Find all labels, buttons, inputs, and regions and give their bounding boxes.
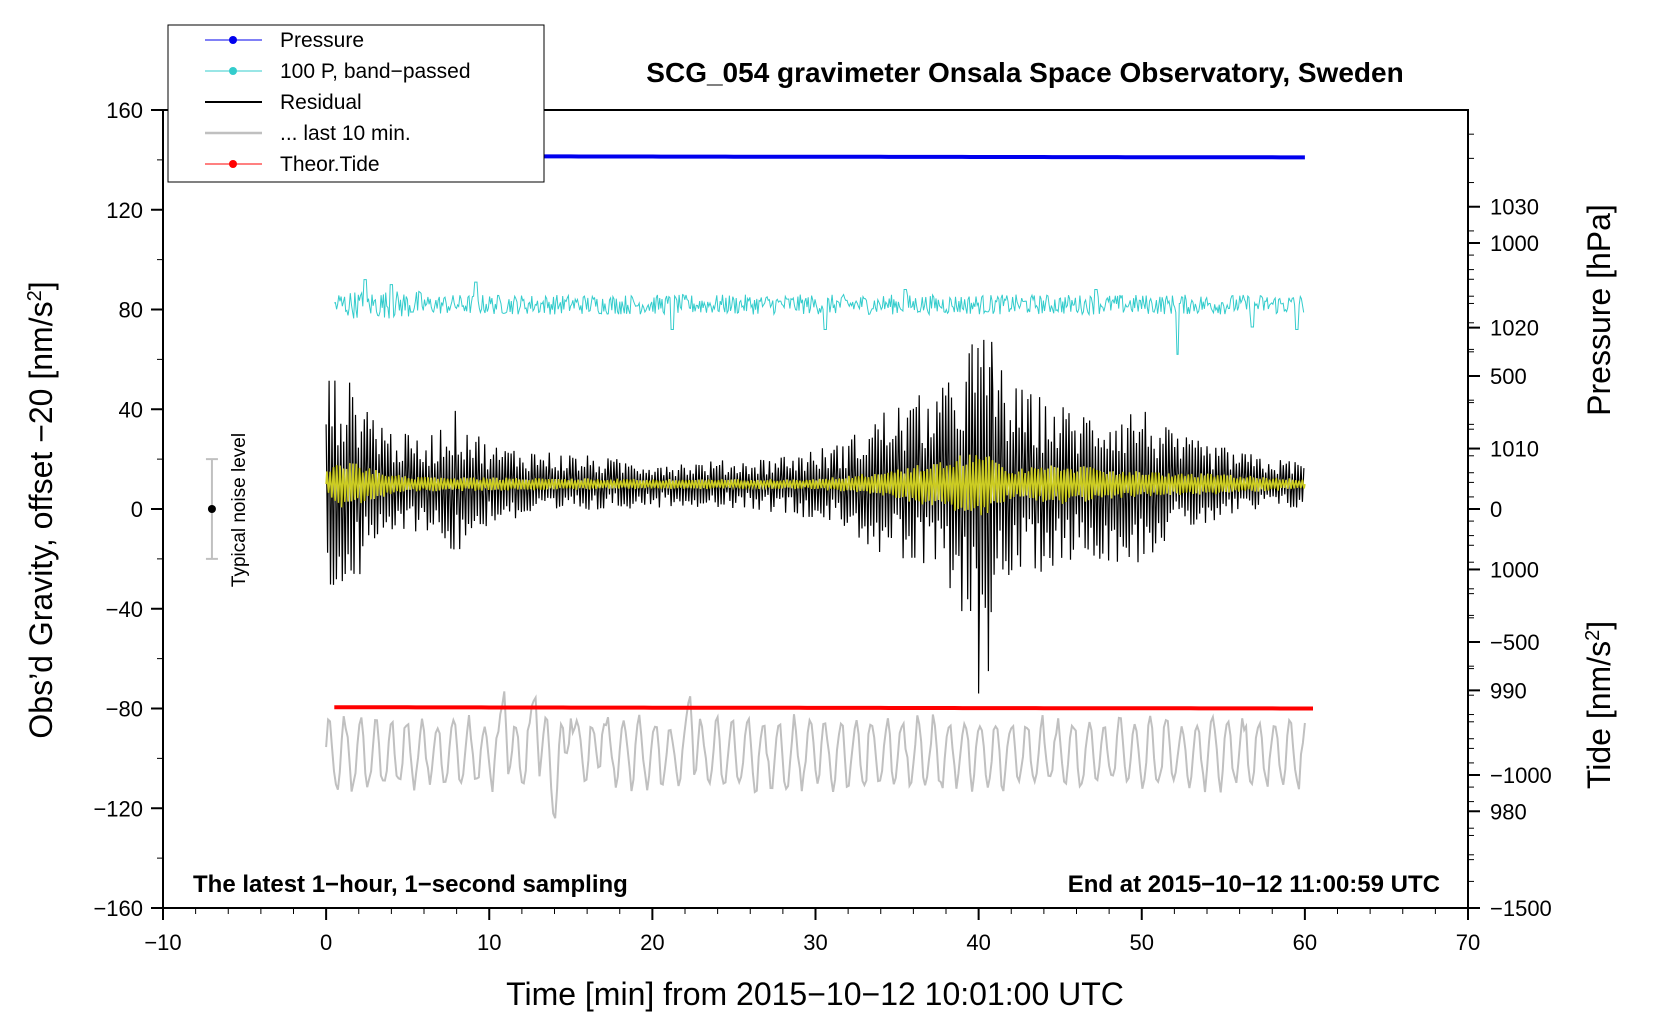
y-axis-tide: 1000 500 0 −500 −1000 −1500 <box>1468 231 1552 921</box>
pressure-tick-label: 1030 <box>1490 195 1539 220</box>
y-axis-left-label-close: ] <box>23 281 59 290</box>
chart-title: SCG_054 gravimeter Onsala Space Observat… <box>646 57 1403 88</box>
pressure-tick-label: 1010 <box>1490 437 1539 462</box>
pressure-tick-label: 990 <box>1490 678 1527 703</box>
annotation-bottom-right: End at 2015−10−12 11:00:59 UTC <box>1068 871 1440 898</box>
y-axis-left: 160 120 80 40 0 −40 −80 −120 −160 <box>93 98 163 921</box>
legend-label: Theor.Tide <box>280 153 380 176</box>
x-axis-label: Time [min] from 2015−10−12 10:01:00 UTC <box>506 976 1124 1012</box>
series-filtered <box>325 454 1306 516</box>
tide-tick-label: 1000 <box>1490 231 1539 256</box>
tide-axis-label-sup: 2 <box>1582 630 1604 641</box>
y-tick-label: 80 <box>119 298 143 323</box>
series-layer <box>325 154 1313 819</box>
y-tick-label: −120 <box>93 796 143 821</box>
y-axis-left-label-text: Obs’d Gravity, offset −20 [nm/s <box>23 301 59 738</box>
pressure-tick-label: 980 <box>1490 799 1527 824</box>
series-band-passed-pressure <box>334 279 1305 355</box>
noise-bar-center <box>207 505 216 513</box>
y-tick-label: 40 <box>119 397 143 422</box>
tide-tick-label: 0 <box>1490 497 1502 522</box>
legend-box <box>167 24 545 183</box>
x-tick-label: 40 <box>966 930 990 955</box>
x-tick-label: 10 <box>477 930 501 955</box>
tide-axis-label-text: Tide [nm/s <box>1581 641 1617 789</box>
tide-tick-label: −1500 <box>1490 896 1552 921</box>
y-tick-label: 160 <box>106 98 143 123</box>
x-axis: −10 0 10 20 30 40 50 60 70 <box>144 908 1480 955</box>
noise-level-label: Typical noise level <box>229 433 250 587</box>
pressure-tick-label: 1000 <box>1490 557 1539 582</box>
y-axis-left-label-sup: 2 <box>24 290 46 301</box>
pressure-tick-label: 1020 <box>1490 316 1539 341</box>
y-tick-label: −80 <box>106 697 143 722</box>
legend: Pressure 100 P, band−passed Residual ... la… <box>167 24 545 183</box>
noise-level-bar <box>205 458 218 560</box>
x-tick-label: 30 <box>803 930 827 955</box>
y-axis-pressure: 1030 1020 1010 1000 990 980 <box>1468 133 1539 861</box>
y-tick-label: −40 <box>106 597 143 622</box>
x-tick-label: 60 <box>1293 930 1317 955</box>
legend-marker <box>229 160 237 168</box>
x-tick-label: 70 <box>1456 930 1480 955</box>
tide-tick-label: 500 <box>1490 364 1527 389</box>
pressure-axis-label: Pressure [hPa] <box>1581 204 1617 416</box>
legend-label: Residual <box>280 91 362 114</box>
tide-tick-label: −500 <box>1490 630 1540 655</box>
y-tick-label: 120 <box>106 198 143 223</box>
series-last-10-min <box>325 691 1306 819</box>
tide-axis-label: Tide [nm/s2] <box>1581 621 1617 789</box>
x-tick-label: 20 <box>640 930 664 955</box>
tide-axis-label-close: ] <box>1581 621 1617 630</box>
tide-tick-label: −1000 <box>1490 763 1552 788</box>
series-residual <box>325 339 1305 694</box>
annotation-bottom-left: The latest 1−hour, 1−second sampling <box>193 871 628 898</box>
x-tick-label: 50 <box>1130 930 1154 955</box>
y-tick-label: 0 <box>131 497 143 522</box>
legend-label: 100 P, band−passed <box>280 60 471 83</box>
series-theoretical-tide <box>334 705 1313 711</box>
legend-marker <box>229 67 237 75</box>
legend-label: ... last 10 min. <box>280 122 411 145</box>
x-tick-label: −10 <box>144 930 181 955</box>
x-tick-label: 0 <box>320 930 332 955</box>
legend-marker <box>229 36 237 44</box>
legend-label: Pressure <box>280 29 364 52</box>
y-axis-left-label: Obs’d Gravity, offset −20 [nm/s2] <box>23 281 59 738</box>
y-tick-label: −160 <box>93 896 143 921</box>
